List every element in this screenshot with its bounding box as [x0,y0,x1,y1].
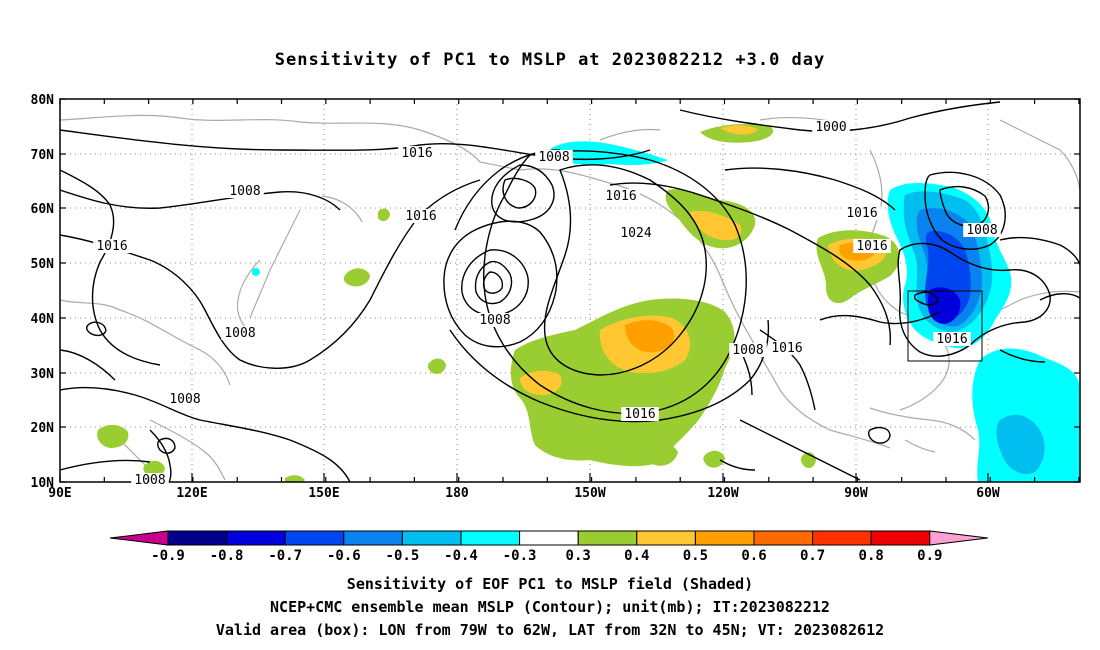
contour-label: 1008 [479,313,510,328]
contour-label: 1016 [605,189,636,204]
colorbar-swatch [753,530,814,546]
lat-label: 40N [31,312,55,327]
colorbar-high-arrow [929,530,988,546]
contour-label: 1024 [620,226,651,241]
colorbar-label: -0.9 [151,548,185,564]
contour-label: 1016 [96,239,127,254]
colorbar-swatch [519,530,579,546]
colorbar-swatch [167,530,228,546]
colorbar-label: -0.5 [386,548,420,564]
contour-label: 1008 [224,326,255,341]
contour-label-bg [93,239,131,253]
colorbar-swatch [343,530,403,546]
contour-label: 1008 [229,184,260,199]
colorbar-swatch [577,530,638,546]
contour-label: 1008 [966,223,997,238]
colorbar-low-arrow [109,530,169,546]
shade-negative-tropics-05 [996,414,1045,475]
contour-label-bg [617,226,655,240]
colorbar-swatch [812,530,872,546]
contour-label-bg [853,239,891,253]
colorbar-swatch [694,530,755,546]
contour-label: 1008 [134,473,165,488]
lat-label: 30N [31,367,55,382]
colorbar-label: -0.8 [210,548,244,564]
contour-label-bg [476,313,514,327]
contour-label: 1008 [732,343,763,358]
contour-label: 1016 [401,146,432,161]
colorbar-swatch [226,530,286,546]
colorbar-label: 0.3 [566,548,591,564]
contour-label-bg [621,407,659,421]
contour-label-bg [402,209,440,223]
colorbar-label: 0.7 [800,548,825,564]
contour-label-bg [933,332,971,346]
contour-label: 1016 [624,407,655,422]
contour-label: 1016 [405,209,436,224]
contour-label-bg [963,223,1001,237]
shade-negative-tropics-04 [972,348,1080,482]
contour-label-bg [221,326,259,340]
contour-label-bg [812,120,850,134]
lat-label: 70N [31,148,55,163]
colorbar-label: -0.7 [268,548,302,564]
contour-label-bg [843,206,881,220]
contour-label-bg [398,146,436,160]
contour-label: 1016 [856,239,887,254]
colorbar-label: -0.6 [327,548,361,564]
lon-label: 120E [176,486,207,501]
lat-label: 80N [31,93,55,108]
lon-label: 60W [976,486,1000,501]
contour-label-bg [535,150,573,164]
colorbar-label: -0.4 [444,548,478,564]
contour-label-bg [768,341,806,355]
lat-label: 20N [31,421,55,436]
lon-label: 180 [445,486,469,501]
caption-line-2: NCEP+CMC ensemble mean MSLP (Contour); u… [270,598,830,616]
colorbar-label: 0.4 [624,548,649,564]
colorbar-label: 0.9 [917,548,942,564]
colorbar-label: 0.5 [683,548,708,564]
colorbar-swatch [401,530,462,546]
colorbar-label: -0.3 [503,548,537,564]
shade-positive-arctic-04 [720,125,758,135]
contour-label: 1008 [169,392,200,407]
colorbar-swatch [284,530,345,546]
contour-label-bg [166,392,204,406]
contour-label: 1016 [771,341,802,356]
lon-label: 150E [308,486,339,501]
colorbar-swatch [636,530,696,546]
shade-positive-pacific-05 [625,320,675,353]
map-frame [59,98,1081,483]
caption-line-1: Sensitivity of EOF PC1 to MSLP field (Sh… [346,575,754,593]
lat-label: 60N [31,202,55,217]
lon-label: 150W [574,486,605,501]
contour-label-bg [226,184,264,198]
shade-positive-alaska-04 [690,210,742,241]
valid-area-box [907,290,983,362]
chart-title: Sensitivity of PC1 to MSLP at 2023082212… [274,50,826,70]
contour-label: 1008 [538,150,569,165]
contour-label: 1016 [936,332,967,347]
lon-label: 120W [707,486,738,501]
colorbar-label: 0.8 [859,548,884,564]
lat-label: 50N [31,257,55,272]
colorbar: -0.9 -0.8 -0.7 -0.6 -0.5 -0.4 -0.3 0.3 0.4 0.5 0.6… [109,530,988,564]
lon-label: 90E [48,486,71,501]
caption-line-3: Valid area (box): LON from 79W to 62W, L… [215,621,885,639]
contour-label-bg [131,473,169,487]
colorbar-swatch [870,530,931,546]
colorbar-label: 0.6 [741,548,766,564]
contour-label: 1016 [846,206,877,221]
contour-label: 1000 [815,120,846,135]
map-figure: 1016 1008 1016 1016 1008 1008 1008 1008 1016 1024… [31,93,1081,564]
colorbar-swatch [460,530,521,546]
contour-label-bg [602,189,640,203]
lat-label: 10N [31,476,55,491]
contour-label-bg [729,343,767,357]
lon-label: 90W [844,486,868,501]
